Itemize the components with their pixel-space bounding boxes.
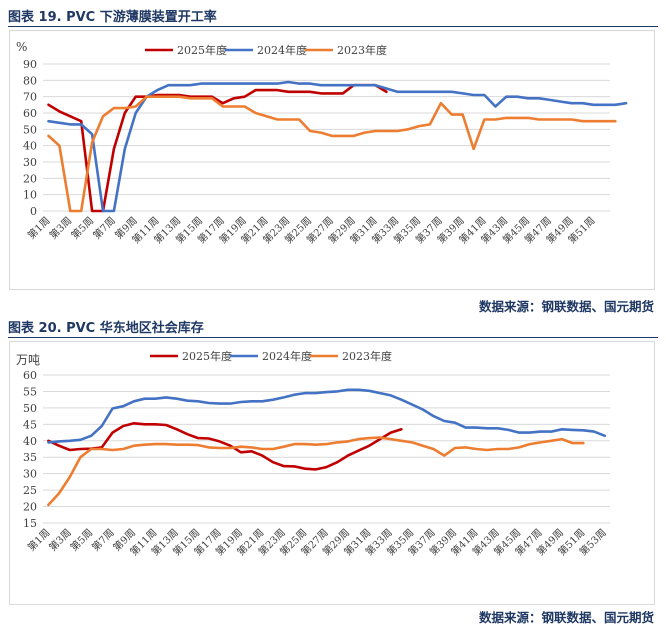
figure-19-source: 数据来源：钢联数据、国元期货 bbox=[478, 299, 654, 314]
figure-19-title: 图表 19. PVC 下游薄膜装置开工率 bbox=[8, 10, 217, 25]
y-tick-label: 30 bbox=[23, 156, 37, 169]
figure-20-source: 数据来源：钢联数据、国元期货 bbox=[478, 610, 654, 625]
y-tick-label: 45 bbox=[23, 418, 37, 431]
legend-label: 2023年度 bbox=[342, 349, 392, 363]
y-tick-label: 10 bbox=[23, 189, 37, 202]
y-tick-label: 50 bbox=[23, 402, 37, 415]
y-tick-label: 40 bbox=[23, 140, 37, 153]
chart-20-svg: 15202530354045505560万吨第1周第3周第5周第7周第9周第11… bbox=[16, 349, 610, 558]
y-tick-label: 50 bbox=[23, 123, 37, 136]
figure-20-rule bbox=[8, 337, 658, 338]
chart-19-svg: 0102030405060708090%第1周第3周第5周第7周第9周第11周第… bbox=[16, 40, 628, 246]
y-tick-label: 60 bbox=[23, 369, 37, 382]
legend-label: 2023年度 bbox=[337, 43, 387, 57]
y-tick-label: 40 bbox=[23, 435, 37, 448]
y-tick-label: 60 bbox=[23, 107, 37, 120]
x-tick-label: 第7周 bbox=[90, 214, 118, 242]
x-tick-label: 第1周 bbox=[25, 526, 53, 554]
figure-20-title: 图表 20. PVC 华东地区社会库存 bbox=[8, 321, 204, 336]
y-tick-label: 70 bbox=[23, 91, 37, 104]
y-tick-label: 90 bbox=[23, 58, 37, 71]
y-tick-label: 80 bbox=[23, 74, 37, 87]
series-line-2024年度 bbox=[47, 80, 628, 213]
y-tick-label: 30 bbox=[23, 468, 37, 481]
y-tick-label: 25 bbox=[23, 484, 37, 497]
legend-label: 2024年度 bbox=[257, 43, 307, 57]
y-tick-label: 20 bbox=[23, 501, 37, 514]
series-line-2025年度 bbox=[47, 83, 388, 213]
y-axis-unit-label: 万吨 bbox=[16, 353, 40, 367]
x-tick-label: 第3周 bbox=[46, 526, 74, 554]
x-tick-label: 第5周 bbox=[68, 214, 96, 242]
y-tick-label: 15 bbox=[23, 517, 37, 530]
legend-label: 2024年度 bbox=[262, 349, 312, 363]
x-tick-label: 第1周 bbox=[25, 214, 53, 242]
chart-19-container: 0 10 20 30 40 50 60 70 80 90% 第1周 第3周 第5周 第7周 第9周 第11周第… bbox=[9, 30, 655, 290]
x-tick-label: 第7周 bbox=[89, 526, 117, 554]
figure-19-rule bbox=[8, 26, 658, 27]
series-line-2024年度 bbox=[47, 388, 607, 444]
series-line-2025年度 bbox=[47, 422, 403, 471]
series-line-2023年度 bbox=[47, 436, 585, 507]
y-axis-unit-label: % bbox=[16, 40, 27, 54]
y-tick-label: 0 bbox=[30, 205, 37, 218]
y-tick-label: 55 bbox=[23, 385, 37, 398]
legend-label: 2025年度 bbox=[182, 349, 232, 363]
chart-20-container: 15 20 25 30 35 40 45 50 55 60 万吨 第1周 第3周 第5周 第7周 第9周 第11… bbox=[9, 341, 655, 605]
y-tick-label: 35 bbox=[23, 451, 37, 464]
legend-label: 2025年度 bbox=[177, 43, 227, 57]
x-tick-label: 第3周 bbox=[47, 214, 75, 242]
series-line-2023年度 bbox=[47, 95, 617, 213]
x-tick-label: 第5周 bbox=[67, 526, 95, 554]
y-tick-label: 20 bbox=[23, 172, 37, 185]
